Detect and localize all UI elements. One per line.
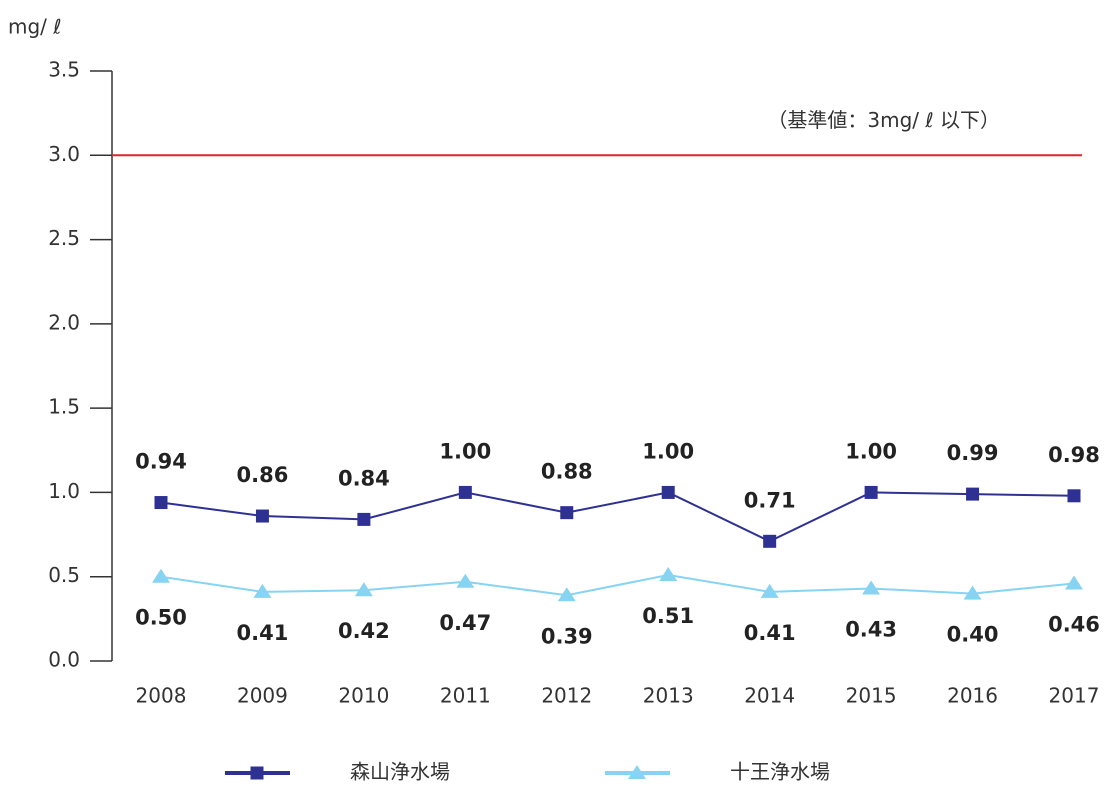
- data-point: [557, 587, 576, 602]
- data-point: [661, 485, 675, 499]
- x-tick-label: 2011: [440, 684, 491, 708]
- data-point: [253, 583, 272, 598]
- value-label: 1.00: [439, 439, 491, 463]
- value-label: 0.40: [947, 623, 999, 647]
- data-point: [760, 583, 779, 598]
- value-label: 0.88: [541, 460, 593, 484]
- reference-label: （基準値：3mg/ ℓ 以下）: [767, 108, 1000, 132]
- x-tick-label: 2013: [643, 684, 694, 708]
- data-point: [862, 580, 881, 595]
- y-tick-label: 0.5: [48, 563, 80, 587]
- y-tick-label: 3.0: [48, 142, 80, 166]
- x-tick-label: 2012: [541, 684, 592, 708]
- value-label: 0.50: [135, 606, 187, 630]
- value-label: 1.00: [845, 439, 897, 463]
- data-point: [963, 585, 982, 600]
- legend-marker: [250, 766, 264, 780]
- data-point: [1065, 575, 1083, 590]
- data-point: [152, 568, 170, 583]
- value-label: 0.86: [237, 463, 289, 487]
- value-label: 0.43: [845, 618, 897, 642]
- value-label: 0.94: [135, 450, 187, 474]
- data-point: [154, 496, 168, 510]
- value-label: 1.00: [642, 439, 694, 463]
- data-point: [255, 509, 269, 523]
- value-label: 0.39: [541, 624, 593, 648]
- data-point: [357, 512, 371, 526]
- data-point: [354, 582, 373, 597]
- x-tick-label: 2016: [947, 684, 998, 708]
- value-label: 0.42: [338, 619, 390, 643]
- series-line: [160, 574, 1075, 597]
- y-tick-label: 1.5: [48, 395, 80, 419]
- x-tick-label: 2009: [237, 684, 288, 708]
- x-tick-label: 2010: [338, 684, 389, 708]
- y-tick-label: 0.0: [48, 648, 80, 672]
- value-label: 0.98: [1048, 443, 1100, 467]
- data-point: [659, 567, 678, 582]
- data-point: [966, 487, 980, 501]
- x-tick-label: 2017: [1049, 684, 1100, 708]
- y-tick-label: 2.5: [48, 226, 80, 250]
- y-tick-label: 3.5: [48, 58, 80, 82]
- value-label: 0.84: [338, 466, 390, 490]
- x-tick-label: 2008: [136, 684, 187, 708]
- y-unit-label: mg/ ℓ: [8, 15, 62, 39]
- data-point: [763, 534, 777, 548]
- data-point: [458, 485, 472, 499]
- data-point: [560, 506, 574, 520]
- data-point: [1067, 489, 1081, 503]
- y-tick-label: 2.0: [48, 310, 80, 334]
- series-line: [160, 491, 1075, 543]
- value-label: 0.51: [642, 604, 694, 628]
- value-label: 0.99: [947, 441, 999, 465]
- value-label: 0.47: [439, 611, 491, 635]
- x-tick-label: 2014: [744, 684, 795, 708]
- value-label: 0.41: [237, 621, 289, 645]
- value-label: 0.41: [744, 621, 796, 645]
- data-point: [456, 573, 475, 588]
- y-tick-label: 1.0: [48, 479, 80, 503]
- data-point: [864, 485, 878, 499]
- legend-label: 十王浄水場: [730, 760, 830, 784]
- legend-marker: [628, 765, 646, 779]
- value-label: 0.46: [1048, 612, 1100, 636]
- x-tick-label: 2015: [846, 684, 897, 708]
- value-label: 0.71: [744, 488, 796, 512]
- legend-label: 森山浄水場: [350, 760, 450, 784]
